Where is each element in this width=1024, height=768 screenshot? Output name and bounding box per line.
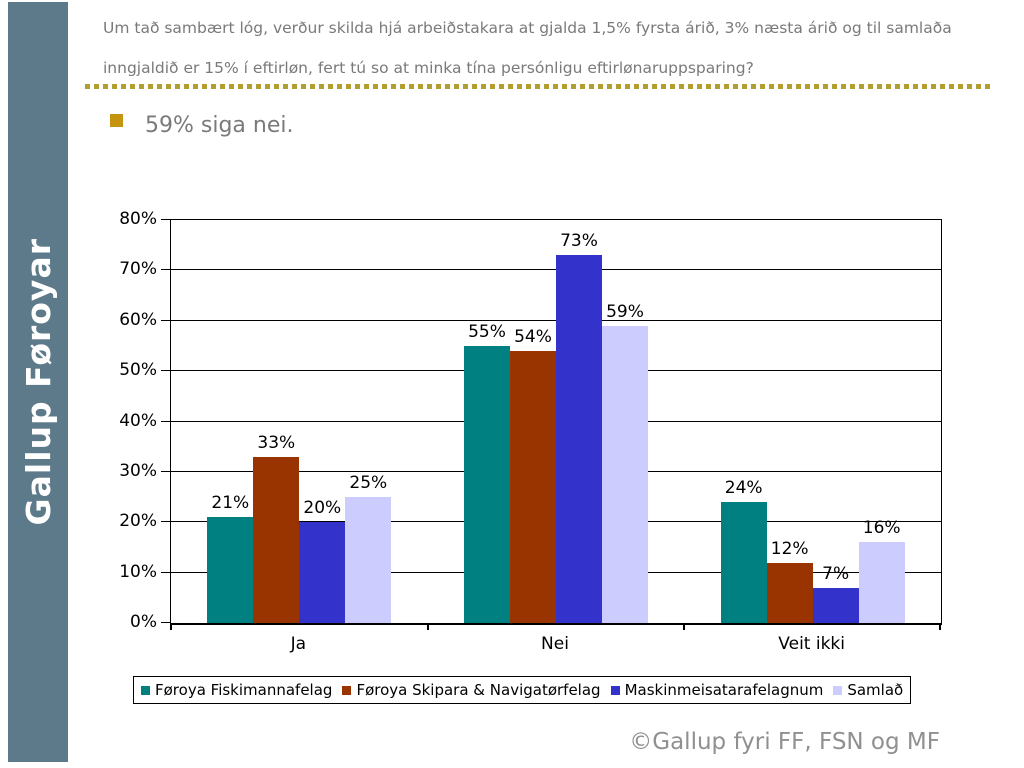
- y-tick-mark: [161, 420, 170, 422]
- category-label-Ja: Ja: [290, 634, 307, 654]
- chart-legend: Føroya Fiskimannafelag Føroya Skipara & N…: [133, 676, 912, 704]
- legend-item-1: Føroya Skipara & Navigatørfelag: [342, 681, 601, 699]
- bar-Veit ikki-series-1: [766, 562, 813, 623]
- x-tick-mark: [683, 623, 686, 630]
- bar-group-Ja: 21% 33% 20% 25%: [171, 220, 428, 623]
- y-tick-mark: [161, 269, 170, 271]
- y-tick-mark: [161, 470, 170, 472]
- bar-slot: 59%: [601, 220, 648, 623]
- bar-group-Veit ikki: 24% 12% 7% 16%: [684, 220, 941, 623]
- bar-slot: 24%: [720, 220, 767, 623]
- bar-value-label: 25%: [349, 473, 388, 494]
- bar-Ja-series-0: [207, 517, 254, 623]
- category-label-Veit ikki: Veit ikki: [778, 634, 845, 654]
- bar-Ja-series-1: [253, 456, 300, 623]
- bar-slot: 33%: [253, 220, 300, 623]
- category-label-Nei: Nei: [541, 634, 569, 654]
- legend-swatch-3: [833, 685, 843, 695]
- legend-swatch-2: [610, 685, 620, 695]
- legend-label-1: Føroya Skipara & Navigatørfelag: [356, 681, 601, 699]
- bar-value-label: 33%: [257, 432, 296, 453]
- y-tick-label: 0%: [130, 612, 157, 632]
- bullet-square-icon: [110, 114, 123, 127]
- bar-slot: 55%: [463, 220, 510, 623]
- sidebar-brand-text: Gallup Føroyar: [18, 238, 58, 526]
- y-tick-mark: [161, 370, 170, 372]
- bar-slot: 20%: [299, 220, 346, 623]
- bar-value-label: 54%: [514, 326, 552, 347]
- x-tick-mark: [426, 623, 429, 630]
- bar-Nei-series-2: [555, 255, 602, 623]
- y-tick-label: 50%: [119, 360, 157, 381]
- legend-label-3: Samlað: [847, 681, 904, 699]
- legend-item-2: Maskinmeisatarafelagnum: [610, 681, 824, 699]
- bar-slot: 25%: [345, 220, 392, 623]
- y-tick-mark: [161, 319, 170, 321]
- bar-Ja-series-2: [299, 522, 346, 623]
- y-axis: 0% 10% 20% 30% 40% 50% 60% 70% 80%: [96, 209, 157, 632]
- bar-value-label: 21%: [211, 493, 250, 514]
- bar-value-label: 7%: [822, 563, 850, 584]
- bar-value-label: 16%: [862, 518, 901, 539]
- bar-Veit ikki-series-3: [858, 542, 905, 623]
- bar-slot: 16%: [858, 220, 905, 623]
- sidebar-band: Gallup Føroyar: [8, 2, 68, 762]
- bar-value-label: 24%: [724, 478, 763, 499]
- legend-swatch-0: [141, 685, 150, 695]
- bar-Veit ikki-series-2: [812, 587, 859, 623]
- bar-value-label: 59%: [606, 301, 644, 322]
- y-tick-label: 70%: [119, 259, 157, 280]
- y-tick-label: 10%: [119, 561, 157, 582]
- bar-value-label: 20%: [303, 498, 342, 519]
- legend-item-3: Samlað: [833, 681, 903, 699]
- bar-slot: 7%: [812, 220, 859, 623]
- y-tick-mark: [161, 571, 170, 573]
- bar-slot: 73%: [555, 220, 602, 623]
- bar-slot: 21%: [207, 220, 254, 623]
- bar-slot: 54%: [509, 220, 556, 623]
- footer-credit: ©Gallup fyri FF, FSN og MF: [629, 729, 940, 755]
- y-tick-mark: [161, 622, 170, 623]
- bar-group-Nei: 55% 54% 73% 59%: [428, 220, 685, 623]
- legend-swatch-1: [342, 685, 352, 695]
- legend-item-0: Føroya Fiskimannafelag: [141, 681, 332, 699]
- bar-Ja-series-3: [345, 497, 392, 623]
- y-tick-label: 40%: [119, 410, 157, 431]
- bar-Veit ikki-series-0: [720, 502, 767, 623]
- bar-slot: 12%: [766, 220, 813, 623]
- plot-area: 21% 33% 20% 25% 55% 54% 73% 59% 24% 12% 7% 16%: [161, 219, 942, 630]
- question-title: Um tað sambært lóg, verður skilda hjá ar…: [103, 19, 952, 77]
- bar-Nei-series-3: [601, 325, 648, 623]
- legend-label-2: Maskinmeisatarafelagnum: [624, 681, 824, 699]
- dotted-divider: [85, 84, 990, 89]
- y-tick-label: 80%: [119, 209, 157, 229]
- y-tick-label: 60%: [119, 309, 157, 330]
- y-tick-mark: [161, 521, 170, 523]
- bar-value-label: 12%: [770, 538, 809, 559]
- x-tick-mark: [170, 623, 172, 630]
- y-tick-mark: [161, 219, 170, 220]
- bar-value-label: 73%: [560, 231, 598, 252]
- bar-Nei-series-1: [509, 350, 556, 623]
- y-tick-label: 20%: [119, 511, 157, 532]
- x-tick-mark: [939, 623, 941, 630]
- x-axis-labels: Ja Nei Veit ikki: [170, 634, 940, 658]
- bar-Nei-series-0: [463, 345, 510, 623]
- bullet-text: 59% siga nei.: [145, 113, 294, 138]
- bar-value-label: 55%: [468, 321, 506, 342]
- legend-label-0: Føroya Fiskimannafelag: [155, 681, 333, 699]
- y-tick-label: 30%: [119, 460, 157, 481]
